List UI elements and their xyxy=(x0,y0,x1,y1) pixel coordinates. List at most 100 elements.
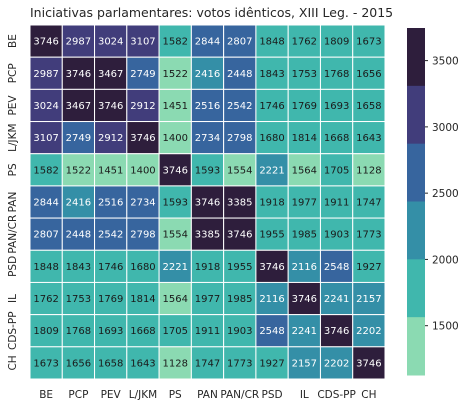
heatmap-cell xyxy=(352,217,386,251)
cell-value-label: 1693 xyxy=(324,101,349,112)
cell-value-label: 1911 xyxy=(324,198,349,209)
cell-value-label: 1843 xyxy=(259,69,284,80)
cell-value-label: 1128 xyxy=(356,165,381,176)
heatmap-cell xyxy=(319,24,354,58)
cell-value-label: 2416 xyxy=(66,198,91,209)
cell-value-label: 3746 xyxy=(292,294,317,305)
heatmap-cell xyxy=(29,217,63,251)
cell-value-label: 1848 xyxy=(33,262,58,273)
heatmap-cell xyxy=(190,56,225,90)
heatmap-cell xyxy=(94,314,128,348)
cell-value-label: 1753 xyxy=(66,294,91,305)
cell-value-label: 1582 xyxy=(163,37,188,48)
cell-value-label: 1977 xyxy=(195,294,220,305)
heatmap-cell xyxy=(352,249,386,283)
cell-value-label: 2157 xyxy=(356,294,381,305)
cell-value-label: 2448 xyxy=(66,230,91,241)
heatmap-cell xyxy=(287,314,321,348)
cell-value-label: 3746 xyxy=(324,326,349,337)
cell-value-label: 1564 xyxy=(163,294,188,305)
y-tick-label: CH xyxy=(7,355,19,370)
heatmap-cell xyxy=(255,217,289,251)
chart-title: Iniciativas parlamentares: votos idêntic… xyxy=(30,5,393,20)
heatmap-cell xyxy=(352,153,386,187)
cell-value-label: 1656 xyxy=(356,69,381,80)
cell-value-label: 3467 xyxy=(98,69,123,80)
heatmap-cell xyxy=(158,56,192,90)
x-tick-label: PS xyxy=(169,389,182,401)
cell-value-label: 2542 xyxy=(227,101,252,112)
cell-value-label: 1809 xyxy=(324,37,349,48)
heatmap-cell xyxy=(94,56,128,90)
heatmap-cell xyxy=(255,346,289,380)
cell-value-label: 3746 xyxy=(356,358,381,369)
cell-value-label: 2807 xyxy=(33,230,58,241)
cell-value-label: 1747 xyxy=(195,358,220,369)
cell-value-label: 1814 xyxy=(292,133,317,144)
cell-value-label: 1843 xyxy=(66,262,91,273)
cell-value-label: 1658 xyxy=(356,101,381,112)
cell-value-label: 1673 xyxy=(356,37,381,48)
heatmap-cell xyxy=(126,314,160,348)
cell-value-label: 1985 xyxy=(227,294,252,305)
cell-value-label: 1658 xyxy=(98,358,123,369)
x-tick-label: PSD xyxy=(261,389,282,401)
cell-value-label: 1903 xyxy=(227,326,252,337)
cell-value-label: 2912 xyxy=(130,101,155,112)
x-tick-label: IL xyxy=(300,389,309,401)
heatmap-cell xyxy=(190,153,225,187)
cell-value-label: 2221 xyxy=(163,262,188,273)
cell-value-label: 2202 xyxy=(356,326,381,337)
heatmap-cell xyxy=(61,346,96,380)
cell-value-label: 2116 xyxy=(259,294,284,305)
heatmap-cell xyxy=(94,121,128,155)
cell-value-label: 1762 xyxy=(33,294,58,305)
heatmap-cell xyxy=(255,281,289,316)
heatmap-cell xyxy=(319,217,354,251)
heatmap-cell xyxy=(319,249,354,283)
colorbar-band xyxy=(407,28,425,87)
heatmap-cell xyxy=(319,56,354,90)
y-tick-label: CDS-PP xyxy=(7,311,19,350)
cell-value-label: 1955 xyxy=(259,230,284,241)
cell-value-label: 1400 xyxy=(163,133,188,144)
heatmap-cell xyxy=(190,217,225,251)
heatmap-cell xyxy=(190,185,225,219)
cell-value-label: 3385 xyxy=(227,198,252,209)
cell-value-label: 1593 xyxy=(163,198,188,209)
cell-value-label: 1769 xyxy=(292,101,317,112)
cell-value-label: 1753 xyxy=(292,69,317,80)
colorbar-tick-label: 2500 xyxy=(432,188,459,200)
y-tick-label: IL xyxy=(7,294,19,303)
heatmap-cell xyxy=(29,185,63,219)
cell-value-label: 1643 xyxy=(130,358,155,369)
heatmap-cell xyxy=(287,153,321,187)
heatmap-cell xyxy=(223,281,257,316)
x-tick-labels: BE PCP PEV L/JKM PS PAN PAN/CR PSD IL CDS-PP CH xyxy=(39,389,376,401)
cell-value-label: 3107 xyxy=(130,37,155,48)
y-tick-label: PEV xyxy=(7,95,19,116)
cell-value-label: 1673 xyxy=(33,358,58,369)
cell-value-label: 1656 xyxy=(66,358,91,369)
cell-value-label: 1918 xyxy=(259,198,284,209)
cell-value-label: 2516 xyxy=(195,101,220,112)
cell-value-label: 1927 xyxy=(259,358,284,369)
cell-value-label: 1768 xyxy=(66,326,91,337)
cell-value-label: 1768 xyxy=(324,69,349,80)
cell-value-label: 2734 xyxy=(130,198,155,209)
cell-value-label: 3746 xyxy=(66,69,91,80)
cell-value-label: 1400 xyxy=(130,165,155,176)
cell-value-label: 2844 xyxy=(195,37,220,48)
cell-value-label: 3107 xyxy=(33,133,58,144)
heatmap-cell xyxy=(287,56,321,90)
cell-value-label: 1582 xyxy=(33,165,58,176)
heatmap-cell xyxy=(223,217,257,251)
cell-value-label: 1955 xyxy=(227,262,252,273)
cell-value-label: 2221 xyxy=(259,165,284,176)
cell-value-label: 3746 xyxy=(33,37,58,48)
cell-value-label: 3746 xyxy=(259,262,284,273)
heatmap-cell xyxy=(158,153,192,187)
cell-value-label: 2749 xyxy=(66,133,91,144)
cell-value-label: 1451 xyxy=(163,101,188,112)
heatmap-cell xyxy=(61,217,96,251)
